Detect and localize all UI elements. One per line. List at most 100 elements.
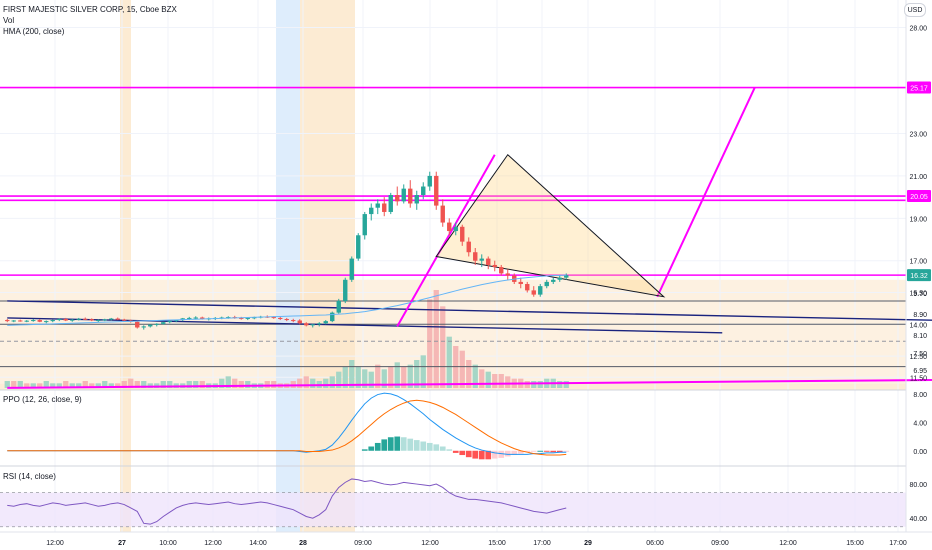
ppo-legend[interactable]: PPO (12, 26, close, 9): [3, 395, 82, 404]
price-tick-label: 23.00: [909, 132, 927, 139]
volume-bar: [355, 367, 361, 388]
candle-body: [382, 203, 387, 212]
volume-bar: [329, 376, 335, 388]
ppo-histogram-bar: [478, 450, 485, 460]
ppo-histogram-bar: [472, 450, 479, 459]
candle-body: [486, 258, 491, 265]
triangle-pattern: [435, 153, 666, 298]
candle-body: [323, 321, 328, 324]
candle-body: [421, 186, 426, 195]
volume-bar: [160, 381, 166, 388]
ppo-histogram-bar: [517, 450, 524, 454]
candle-body: [193, 317, 198, 319]
candle-body: [349, 258, 354, 280]
volume-bar: [199, 381, 205, 388]
candle-body: [434, 175, 439, 206]
ppo-histogram-bar: [426, 442, 433, 451]
symbol-title[interactable]: FIRST MAJESTIC SILVER CORP, 15, Cboe BZX: [3, 5, 177, 14]
candle-body: [414, 195, 419, 204]
volume-bar: [50, 383, 56, 388]
volume-bar: [63, 381, 69, 388]
ppo-histogram-bar: [452, 450, 459, 453]
price-tick-label: 17.00: [909, 259, 927, 266]
rsi-legend[interactable]: RSI (14, close): [3, 472, 56, 481]
ppo-histogram-bar: [446, 449, 453, 451]
candle-body: [388, 195, 393, 212]
hma-legend[interactable]: HMA (200, close): [3, 27, 65, 36]
volume-bar: [271, 381, 277, 388]
volume-bar: [388, 367, 394, 388]
volume-bar: [524, 381, 530, 388]
candle-body: [291, 320, 296, 322]
currency-button[interactable]: USD: [904, 3, 926, 17]
candle-body: [557, 277, 562, 280]
candle-body: [83, 318, 88, 320]
volume-bar: [128, 378, 134, 388]
volume-bar: [485, 371, 491, 388]
candle-body: [57, 318, 62, 321]
candle-body: [278, 317, 283, 319]
volume-bar: [420, 355, 426, 388]
volume-bar: [394, 362, 400, 388]
candle-body: [544, 281, 549, 287]
trend-line: [7, 300, 932, 321]
volume-bar: [349, 360, 355, 388]
ppo-histogram-bar: [439, 446, 446, 451]
candle-body: [37, 320, 42, 322]
zone-band-lower: [0, 279, 906, 384]
ppo-tick-label: 4.00: [913, 420, 927, 427]
volume-bar: [433, 290, 439, 388]
time-tick-label: 09:00: [711, 540, 729, 547]
candle-body: [271, 317, 276, 319]
volume-bar: [186, 381, 192, 388]
zone-band-volume: [0, 383, 906, 390]
candle-body: [44, 321, 49, 323]
ppo-tick-label: 8.00: [913, 392, 927, 399]
ppo-histogram-bar: [491, 450, 498, 459]
candle-body: [538, 286, 543, 295]
candle-body: [154, 323, 159, 325]
candle-body: [479, 258, 484, 261]
candle-body: [148, 324, 153, 327]
volume-bar: [557, 381, 563, 388]
volume-bar: [37, 383, 43, 388]
ppo-histogram-bar: [530, 450, 537, 452]
candle-body: [466, 241, 471, 253]
volume-bar: [297, 378, 303, 388]
volume-bar: [531, 381, 537, 388]
time-tick-label: 15:00: [488, 540, 506, 547]
volume-bar: [303, 376, 309, 388]
candle-body: [284, 318, 289, 321]
candle-body: [31, 320, 36, 322]
candle-body: [427, 175, 432, 187]
candle-body: [343, 279, 348, 301]
time-tick-label: 12:00: [421, 540, 439, 547]
ppo-histogram-bar: [374, 442, 381, 451]
volume-bar: [141, 381, 147, 388]
candle-body: [226, 317, 231, 319]
candle-body: [63, 318, 68, 321]
candle-body: [395, 195, 400, 202]
candle-body: [245, 317, 250, 319]
vol-legend[interactable]: Vol: [3, 16, 15, 25]
ppo-histogram-bar: [485, 450, 492, 460]
hma-line: [7, 274, 567, 326]
time-tick-label: 17:00: [889, 540, 907, 547]
price-tick-label: 12.50: [909, 354, 927, 361]
candle-body: [499, 267, 504, 274]
volume-bar: [193, 381, 199, 388]
volume-bar: [375, 364, 381, 388]
candle-body: [551, 279, 556, 282]
candle-body: [96, 320, 101, 322]
ppo-histogram-bar: [537, 450, 544, 452]
price-tick-label: 19.00: [909, 216, 927, 223]
rsi-tick-label: 80.00: [909, 482, 927, 489]
volume-bar: [30, 383, 36, 388]
volume-bar: [362, 369, 368, 388]
candle-body: [330, 312, 335, 322]
candle-body: [161, 322, 166, 324]
volume-bar: [69, 383, 75, 388]
volume-bar: [323, 378, 329, 388]
candle-body: [505, 273, 510, 276]
